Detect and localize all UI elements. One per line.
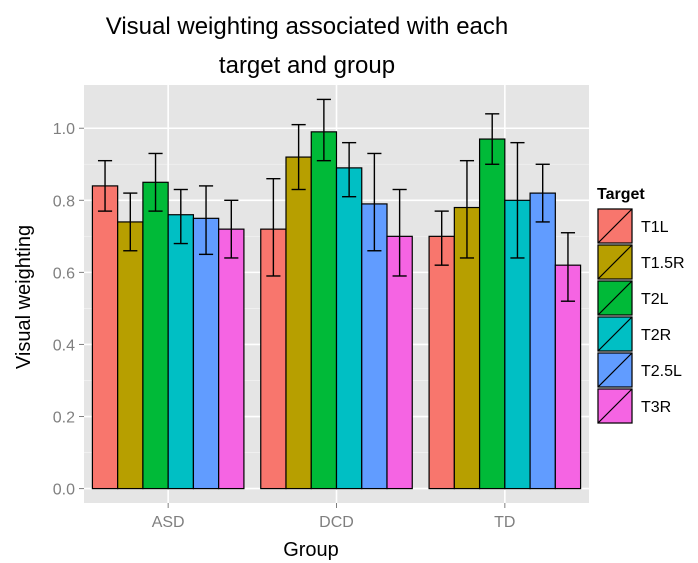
legend-swatch-slash <box>597 280 633 316</box>
plot-area: 0.0 0.2 0.4 0.6 0.8 1.0 ASD DCD TD <box>53 85 589 531</box>
bar <box>529 192 556 490</box>
y-tick-label: 1.0 <box>53 121 75 138</box>
legend-swatch-slash <box>597 316 633 352</box>
legend-title: Target <box>597 186 645 203</box>
x-tick-label: TD <box>494 514 515 531</box>
y-tick-label: 0.8 <box>53 193 75 210</box>
bar <box>478 138 506 490</box>
legend-label: T2L <box>641 291 669 308</box>
bar <box>386 235 413 490</box>
legend-label: T3R <box>641 399 671 416</box>
x-tick-label: DCD <box>319 514 354 531</box>
bar <box>218 228 245 490</box>
legend-swatch-slash <box>597 244 633 280</box>
bar <box>335 167 363 490</box>
bar <box>285 156 312 490</box>
bar <box>428 235 455 490</box>
bar <box>310 131 338 490</box>
x-tick-label: ASD <box>152 514 185 531</box>
bar <box>142 181 169 490</box>
bar <box>117 221 144 490</box>
y-tick-label: 0.0 <box>53 482 75 499</box>
legend-swatch-slash <box>597 388 633 424</box>
x-axis-title: Group <box>283 539 339 561</box>
y-tick-label: 0.6 <box>53 265 75 282</box>
bar <box>91 185 119 490</box>
bar <box>167 214 195 490</box>
legend: Target T1L T1.5R T2L T2R T2.5L T3R <box>597 186 685 424</box>
legend-swatch-slash <box>597 352 633 388</box>
legend-label: T1L <box>641 219 669 236</box>
y-axis-title: Visual weighting <box>13 225 35 369</box>
legend-swatch-slash <box>597 208 633 244</box>
bar <box>554 264 582 490</box>
legend-label: T2R <box>641 327 671 344</box>
chart-title-line-1: Visual weighting associated with each <box>106 13 508 40</box>
legend-label: T2.5L <box>641 363 682 380</box>
bar <box>192 217 220 490</box>
legend-label: T1.5R <box>641 255 685 272</box>
y-tick-label: 0.2 <box>53 410 75 427</box>
chart-title-line-2: target and group <box>219 52 395 79</box>
y-tick-label: 0.4 <box>53 337 75 354</box>
